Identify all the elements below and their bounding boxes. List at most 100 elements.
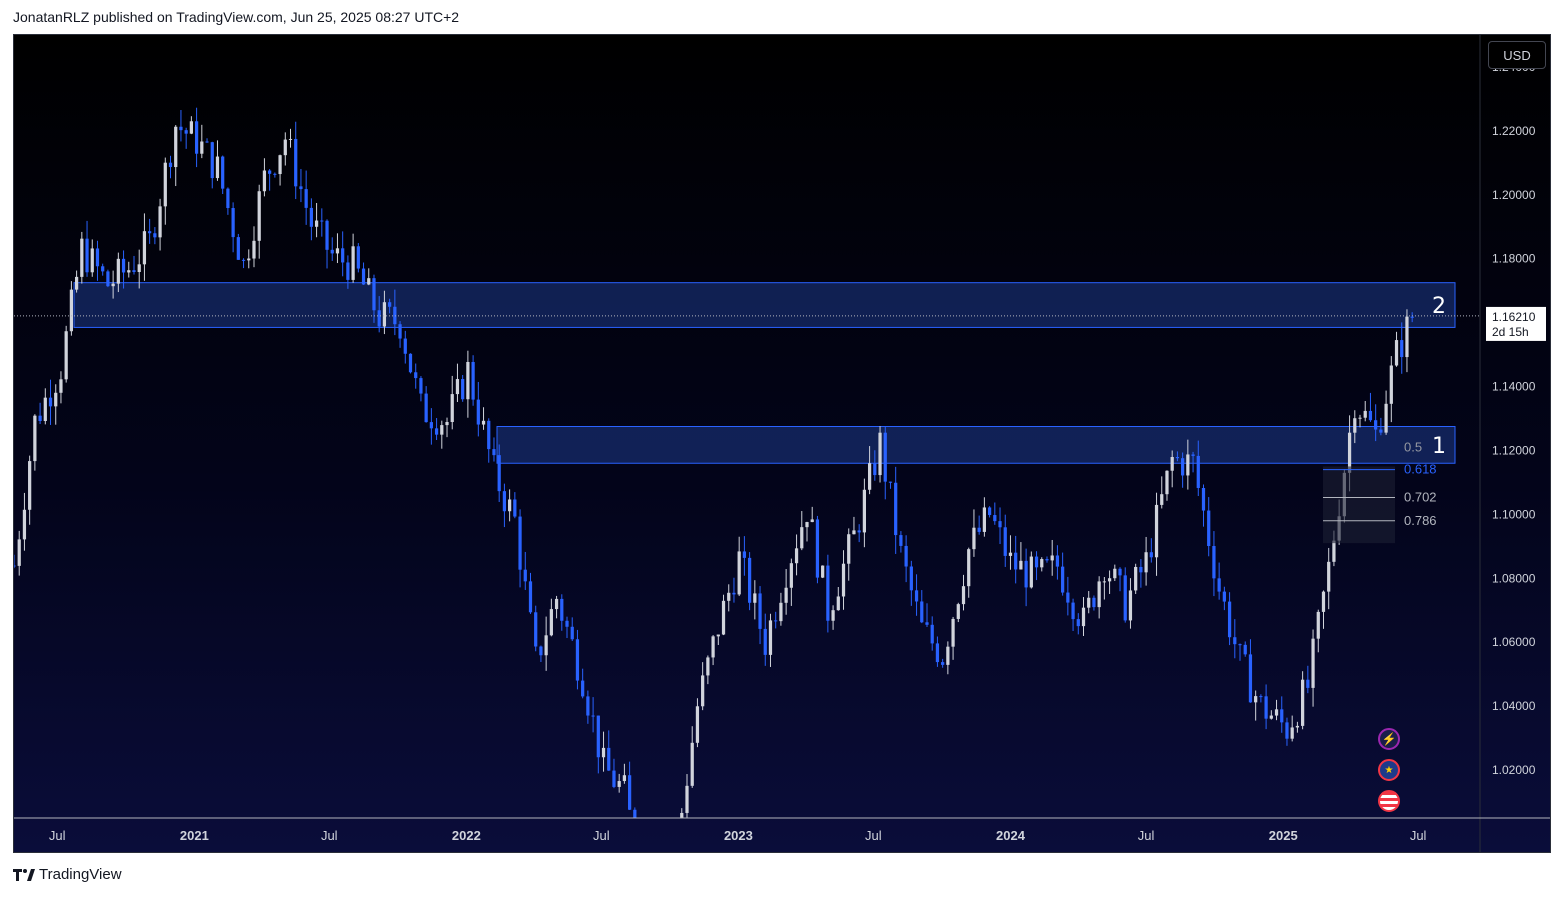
candle-body bbox=[826, 565, 830, 621]
candle-body bbox=[1327, 561, 1331, 592]
x-tick-label: 2025 bbox=[1269, 828, 1298, 843]
candle-body bbox=[1175, 456, 1180, 459]
x-tick-label: 2024 bbox=[996, 828, 1026, 843]
candle-body bbox=[789, 563, 793, 588]
candle-body bbox=[1087, 597, 1091, 608]
candle-body bbox=[487, 420, 491, 450]
candle-body bbox=[1071, 602, 1075, 620]
candle-body bbox=[455, 379, 460, 395]
candle-body bbox=[1394, 340, 1399, 366]
candle-body bbox=[622, 775, 627, 782]
candle-body bbox=[341, 248, 345, 263]
fib-label: 0.702 bbox=[1404, 489, 1437, 504]
candle-body bbox=[1139, 566, 1143, 573]
candle-body bbox=[471, 361, 475, 400]
eu-flag-icon[interactable]: ★ bbox=[1378, 759, 1400, 781]
candle-body bbox=[450, 394, 454, 423]
candle-body bbox=[1050, 555, 1054, 561]
candle-body bbox=[888, 481, 893, 483]
lightning-icon[interactable]: ⚡ bbox=[1378, 728, 1400, 750]
candle-body bbox=[925, 622, 929, 625]
zones-layer: 21 bbox=[73, 282, 1456, 464]
fib-band bbox=[1323, 466, 1395, 544]
candle-body bbox=[59, 379, 63, 393]
candle-body bbox=[1024, 560, 1028, 588]
candle-body bbox=[33, 415, 37, 462]
candle-body bbox=[873, 463, 877, 476]
candle-body bbox=[753, 593, 757, 603]
candle-body bbox=[231, 208, 235, 238]
candle-body bbox=[554, 598, 559, 610]
candle-body bbox=[1128, 590, 1133, 621]
y-tick-label: 1.14000 bbox=[1492, 380, 1536, 394]
candle-body bbox=[268, 170, 272, 174]
candle-body bbox=[398, 324, 402, 339]
candle-body bbox=[1332, 540, 1336, 562]
candle-body bbox=[883, 432, 887, 482]
candle-body bbox=[508, 499, 512, 512]
publish-info: JonatanRLZ published on TradingView.com,… bbox=[13, 9, 460, 25]
y-tick-label: 1.18000 bbox=[1492, 252, 1536, 266]
candle-body bbox=[680, 812, 684, 818]
candle-body bbox=[106, 271, 110, 287]
candle-body bbox=[1285, 722, 1289, 739]
currency-button[interactable]: USD bbox=[1488, 41, 1546, 69]
candle-body bbox=[226, 188, 230, 209]
candle-body bbox=[1311, 638, 1315, 688]
x-tick-label: Jul bbox=[865, 828, 882, 843]
candle-body bbox=[617, 781, 621, 787]
candle-body bbox=[48, 397, 53, 407]
candle-body bbox=[215, 156, 220, 179]
candle-body bbox=[1181, 458, 1185, 476]
candle-body bbox=[836, 596, 840, 611]
candle-body bbox=[951, 618, 955, 647]
us-flag-icon[interactable] bbox=[1378, 790, 1400, 812]
candle-body bbox=[1212, 546, 1216, 579]
candle-body bbox=[857, 530, 861, 533]
candle-body bbox=[967, 549, 971, 587]
candle-body bbox=[288, 138, 293, 140]
candle-body bbox=[513, 499, 517, 517]
y-tick-label: 1.22000 bbox=[1492, 124, 1536, 138]
x-tick-label: 2023 bbox=[724, 828, 753, 843]
candle-body bbox=[38, 415, 42, 422]
candle-body bbox=[1165, 470, 1169, 495]
candle-body bbox=[758, 593, 762, 629]
candle-body bbox=[899, 535, 903, 546]
zone-label: 1 bbox=[1432, 434, 1446, 459]
candle-body bbox=[1186, 454, 1190, 476]
candle-body bbox=[1003, 527, 1007, 556]
candle-body bbox=[665, 893, 668, 897]
price-badge-value: 1.16210 bbox=[1492, 310, 1536, 324]
candle-body bbox=[481, 420, 486, 425]
candle-body bbox=[184, 130, 188, 134]
candle-body bbox=[982, 507, 986, 532]
candle-body bbox=[1097, 581, 1101, 608]
candle-body bbox=[1008, 552, 1013, 556]
candle-body bbox=[727, 592, 731, 601]
candle-body bbox=[867, 463, 872, 490]
candle-body bbox=[586, 696, 590, 716]
candle-body bbox=[706, 657, 710, 676]
y-tick-label: 1.02000 bbox=[1492, 763, 1536, 777]
candle-body bbox=[1123, 575, 1127, 621]
footer-brand: TradingView bbox=[39, 866, 122, 883]
fib-layer: 0.5 0.618 0.702 0.786 bbox=[1323, 439, 1437, 544]
candle-body bbox=[492, 449, 496, 456]
tradingview-logo[interactable]: TradingView bbox=[13, 866, 122, 883]
candle-body bbox=[878, 432, 882, 476]
candle-body bbox=[1233, 637, 1237, 645]
candle-body bbox=[596, 715, 600, 758]
candle-body bbox=[221, 156, 225, 189]
candle-body bbox=[800, 527, 804, 549]
candle-body bbox=[601, 747, 606, 758]
candle-body bbox=[1076, 619, 1080, 627]
candle-body bbox=[74, 276, 79, 290]
candle-body bbox=[862, 489, 867, 533]
candle-body bbox=[1029, 556, 1033, 588]
candle-body bbox=[278, 155, 282, 175]
y-tick-label: 1.12000 bbox=[1492, 443, 1536, 457]
candle-body bbox=[742, 551, 747, 558]
candle-body bbox=[716, 634, 720, 637]
